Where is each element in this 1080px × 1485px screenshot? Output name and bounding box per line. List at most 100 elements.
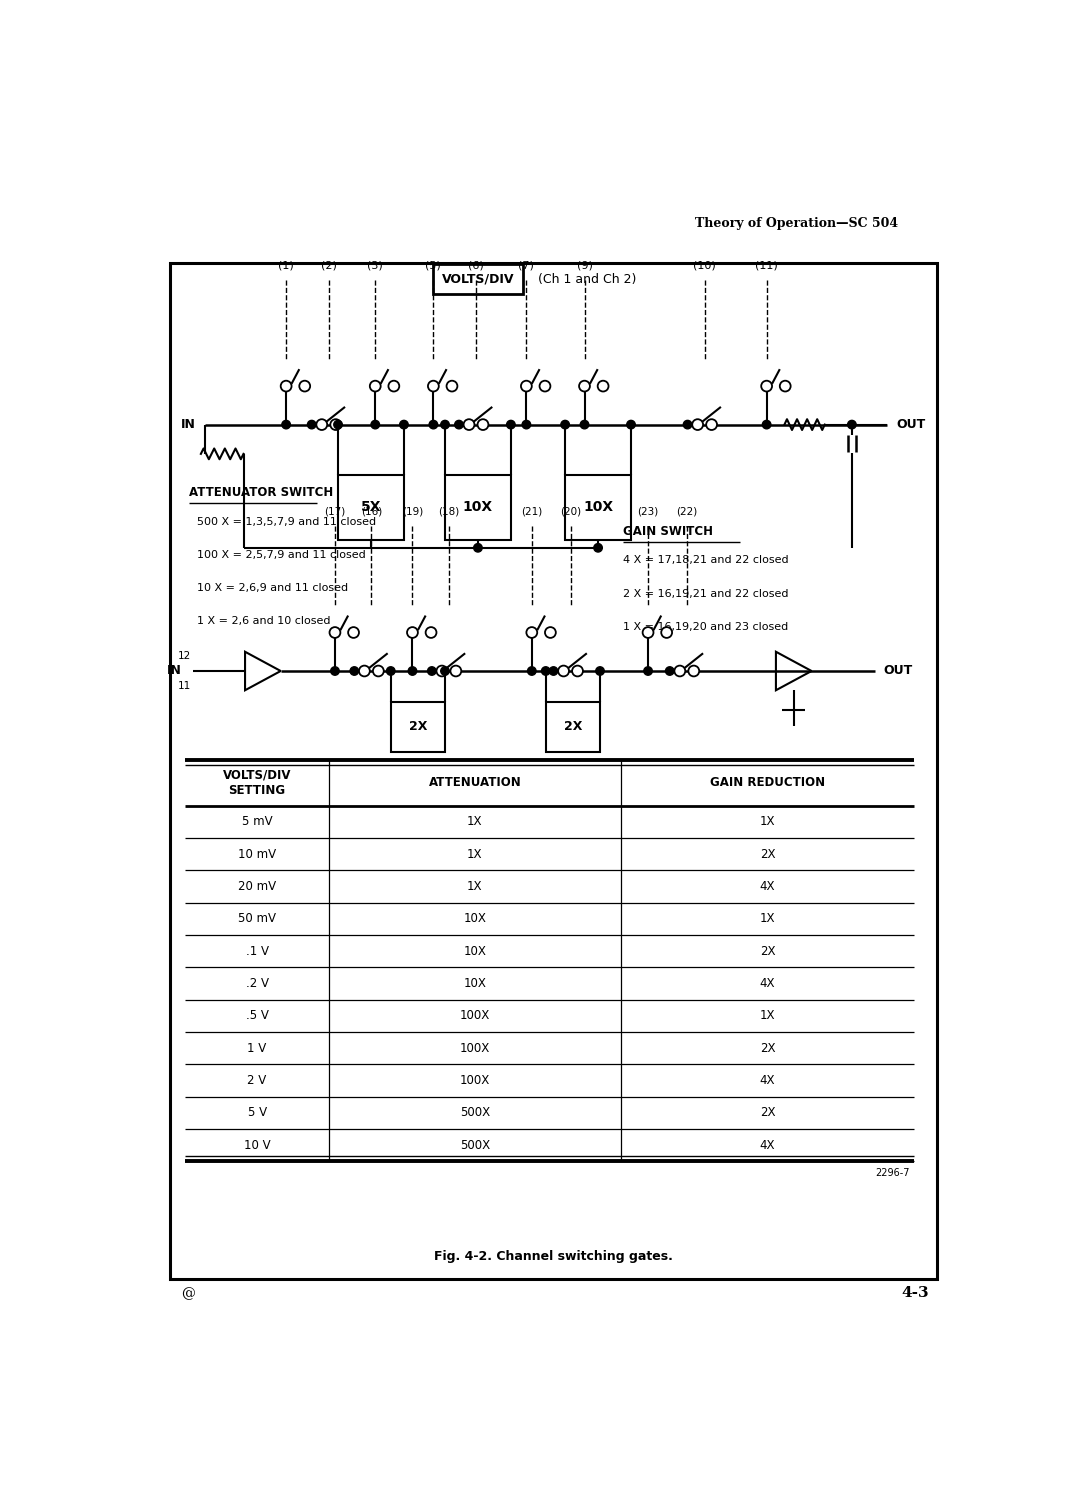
Text: 5 mV: 5 mV — [242, 815, 272, 829]
Text: (6): (6) — [468, 260, 484, 270]
Circle shape — [706, 419, 717, 431]
Circle shape — [541, 667, 550, 676]
Circle shape — [429, 420, 437, 429]
Text: Fig. 4-2. Channel switching gates.: Fig. 4-2. Channel switching gates. — [434, 1250, 673, 1262]
Circle shape — [428, 380, 438, 392]
Circle shape — [580, 420, 589, 429]
Circle shape — [674, 665, 685, 676]
Text: 2296-7: 2296-7 — [876, 1167, 910, 1178]
Circle shape — [474, 544, 482, 552]
Text: 4 X = 17,18,21 and 22 closed: 4 X = 17,18,21 and 22 closed — [623, 555, 788, 566]
Text: 10 X = 2,6,9 and 11 closed: 10 X = 2,6,9 and 11 closed — [197, 584, 348, 593]
Text: 100X: 100X — [460, 1074, 490, 1087]
Text: Theory of Operation—SC 504: Theory of Operation—SC 504 — [696, 217, 899, 230]
Text: 1X: 1X — [467, 815, 483, 829]
Text: .2 V: .2 V — [245, 977, 269, 990]
Circle shape — [407, 627, 418, 639]
Text: 1X: 1X — [759, 912, 775, 925]
Text: 2 X = 16,19,21 and 22 closed: 2 X = 16,19,21 and 22 closed — [623, 588, 788, 598]
Text: 2X: 2X — [759, 944, 775, 958]
Text: (10): (10) — [693, 260, 716, 270]
Circle shape — [594, 544, 603, 552]
Circle shape — [665, 667, 674, 676]
Circle shape — [369, 380, 380, 392]
Text: 10X: 10X — [463, 500, 492, 514]
Text: 1X: 1X — [467, 881, 483, 892]
Circle shape — [330, 667, 339, 676]
Circle shape — [281, 380, 292, 392]
Text: (23): (23) — [637, 506, 659, 517]
Text: 10 V: 10 V — [244, 1139, 270, 1152]
Circle shape — [579, 380, 590, 392]
Text: 10X: 10X — [463, 944, 486, 958]
Circle shape — [299, 380, 310, 392]
Text: (11): (11) — [755, 260, 778, 270]
Circle shape — [626, 420, 635, 429]
Text: (1): (1) — [279, 260, 294, 270]
Text: (19): (19) — [402, 506, 423, 517]
Circle shape — [329, 627, 340, 639]
Text: 2X: 2X — [759, 848, 775, 861]
Circle shape — [692, 419, 703, 431]
Text: 2 V: 2 V — [247, 1074, 267, 1087]
Bar — [433, 264, 523, 294]
Circle shape — [348, 627, 359, 639]
Circle shape — [477, 419, 488, 431]
Text: 10X: 10X — [463, 977, 486, 990]
Circle shape — [441, 667, 449, 676]
Circle shape — [550, 667, 557, 676]
Circle shape — [446, 380, 458, 392]
Text: 1X: 1X — [759, 1010, 775, 1023]
Circle shape — [389, 380, 400, 392]
Text: 5X: 5X — [361, 500, 381, 514]
Circle shape — [428, 667, 436, 676]
Bar — [170, 263, 937, 1279]
Circle shape — [644, 667, 652, 676]
Circle shape — [282, 420, 291, 429]
Circle shape — [334, 420, 342, 429]
Text: ATTENUATION: ATTENUATION — [429, 777, 522, 789]
Text: (7): (7) — [518, 260, 535, 270]
Text: 10X: 10X — [463, 912, 486, 925]
Text: 4X: 4X — [759, 977, 775, 990]
Circle shape — [426, 627, 436, 639]
Circle shape — [780, 380, 791, 392]
Text: 2X: 2X — [759, 1042, 775, 1054]
Text: (3): (3) — [367, 260, 383, 270]
Text: 12: 12 — [177, 650, 191, 661]
Circle shape — [540, 380, 551, 392]
Text: 1X: 1X — [467, 848, 483, 861]
Text: (20): (20) — [561, 506, 581, 517]
Circle shape — [350, 667, 359, 676]
Text: GAIN REDUCTION: GAIN REDUCTION — [710, 777, 825, 789]
Circle shape — [848, 420, 856, 429]
Circle shape — [521, 380, 531, 392]
Text: 500 X = 1,3,5,7,9 and 11 closed: 500 X = 1,3,5,7,9 and 11 closed — [197, 517, 376, 527]
Bar — [338, 475, 404, 541]
Text: (18): (18) — [438, 506, 459, 517]
Circle shape — [545, 627, 556, 639]
Text: 4X: 4X — [759, 1139, 775, 1152]
Circle shape — [597, 380, 608, 392]
Text: 2X: 2X — [759, 1106, 775, 1120]
Text: (17): (17) — [324, 506, 346, 517]
Text: (5): (5) — [426, 260, 442, 270]
Text: 1 X = 2,6 and 10 closed: 1 X = 2,6 and 10 closed — [197, 616, 330, 627]
Text: .1 V: .1 V — [245, 944, 269, 958]
Text: 5 V: 5 V — [247, 1106, 267, 1120]
Text: (16): (16) — [361, 506, 382, 517]
Text: .5 V: .5 V — [245, 1010, 269, 1023]
Text: (21): (21) — [522, 506, 542, 517]
Text: 10X: 10X — [583, 500, 613, 514]
Text: 4X: 4X — [759, 1074, 775, 1087]
Circle shape — [400, 420, 408, 429]
Text: ATTENUATOR SWITCH: ATTENUATOR SWITCH — [189, 486, 334, 499]
Text: (Ch 1 and Ch 2): (Ch 1 and Ch 2) — [538, 273, 636, 285]
Bar — [445, 475, 511, 541]
Text: 11: 11 — [177, 682, 191, 692]
Circle shape — [330, 419, 341, 431]
Text: 4-3: 4-3 — [902, 1286, 930, 1299]
Circle shape — [761, 380, 772, 392]
Text: 100X: 100X — [460, 1042, 490, 1054]
Circle shape — [688, 665, 699, 676]
